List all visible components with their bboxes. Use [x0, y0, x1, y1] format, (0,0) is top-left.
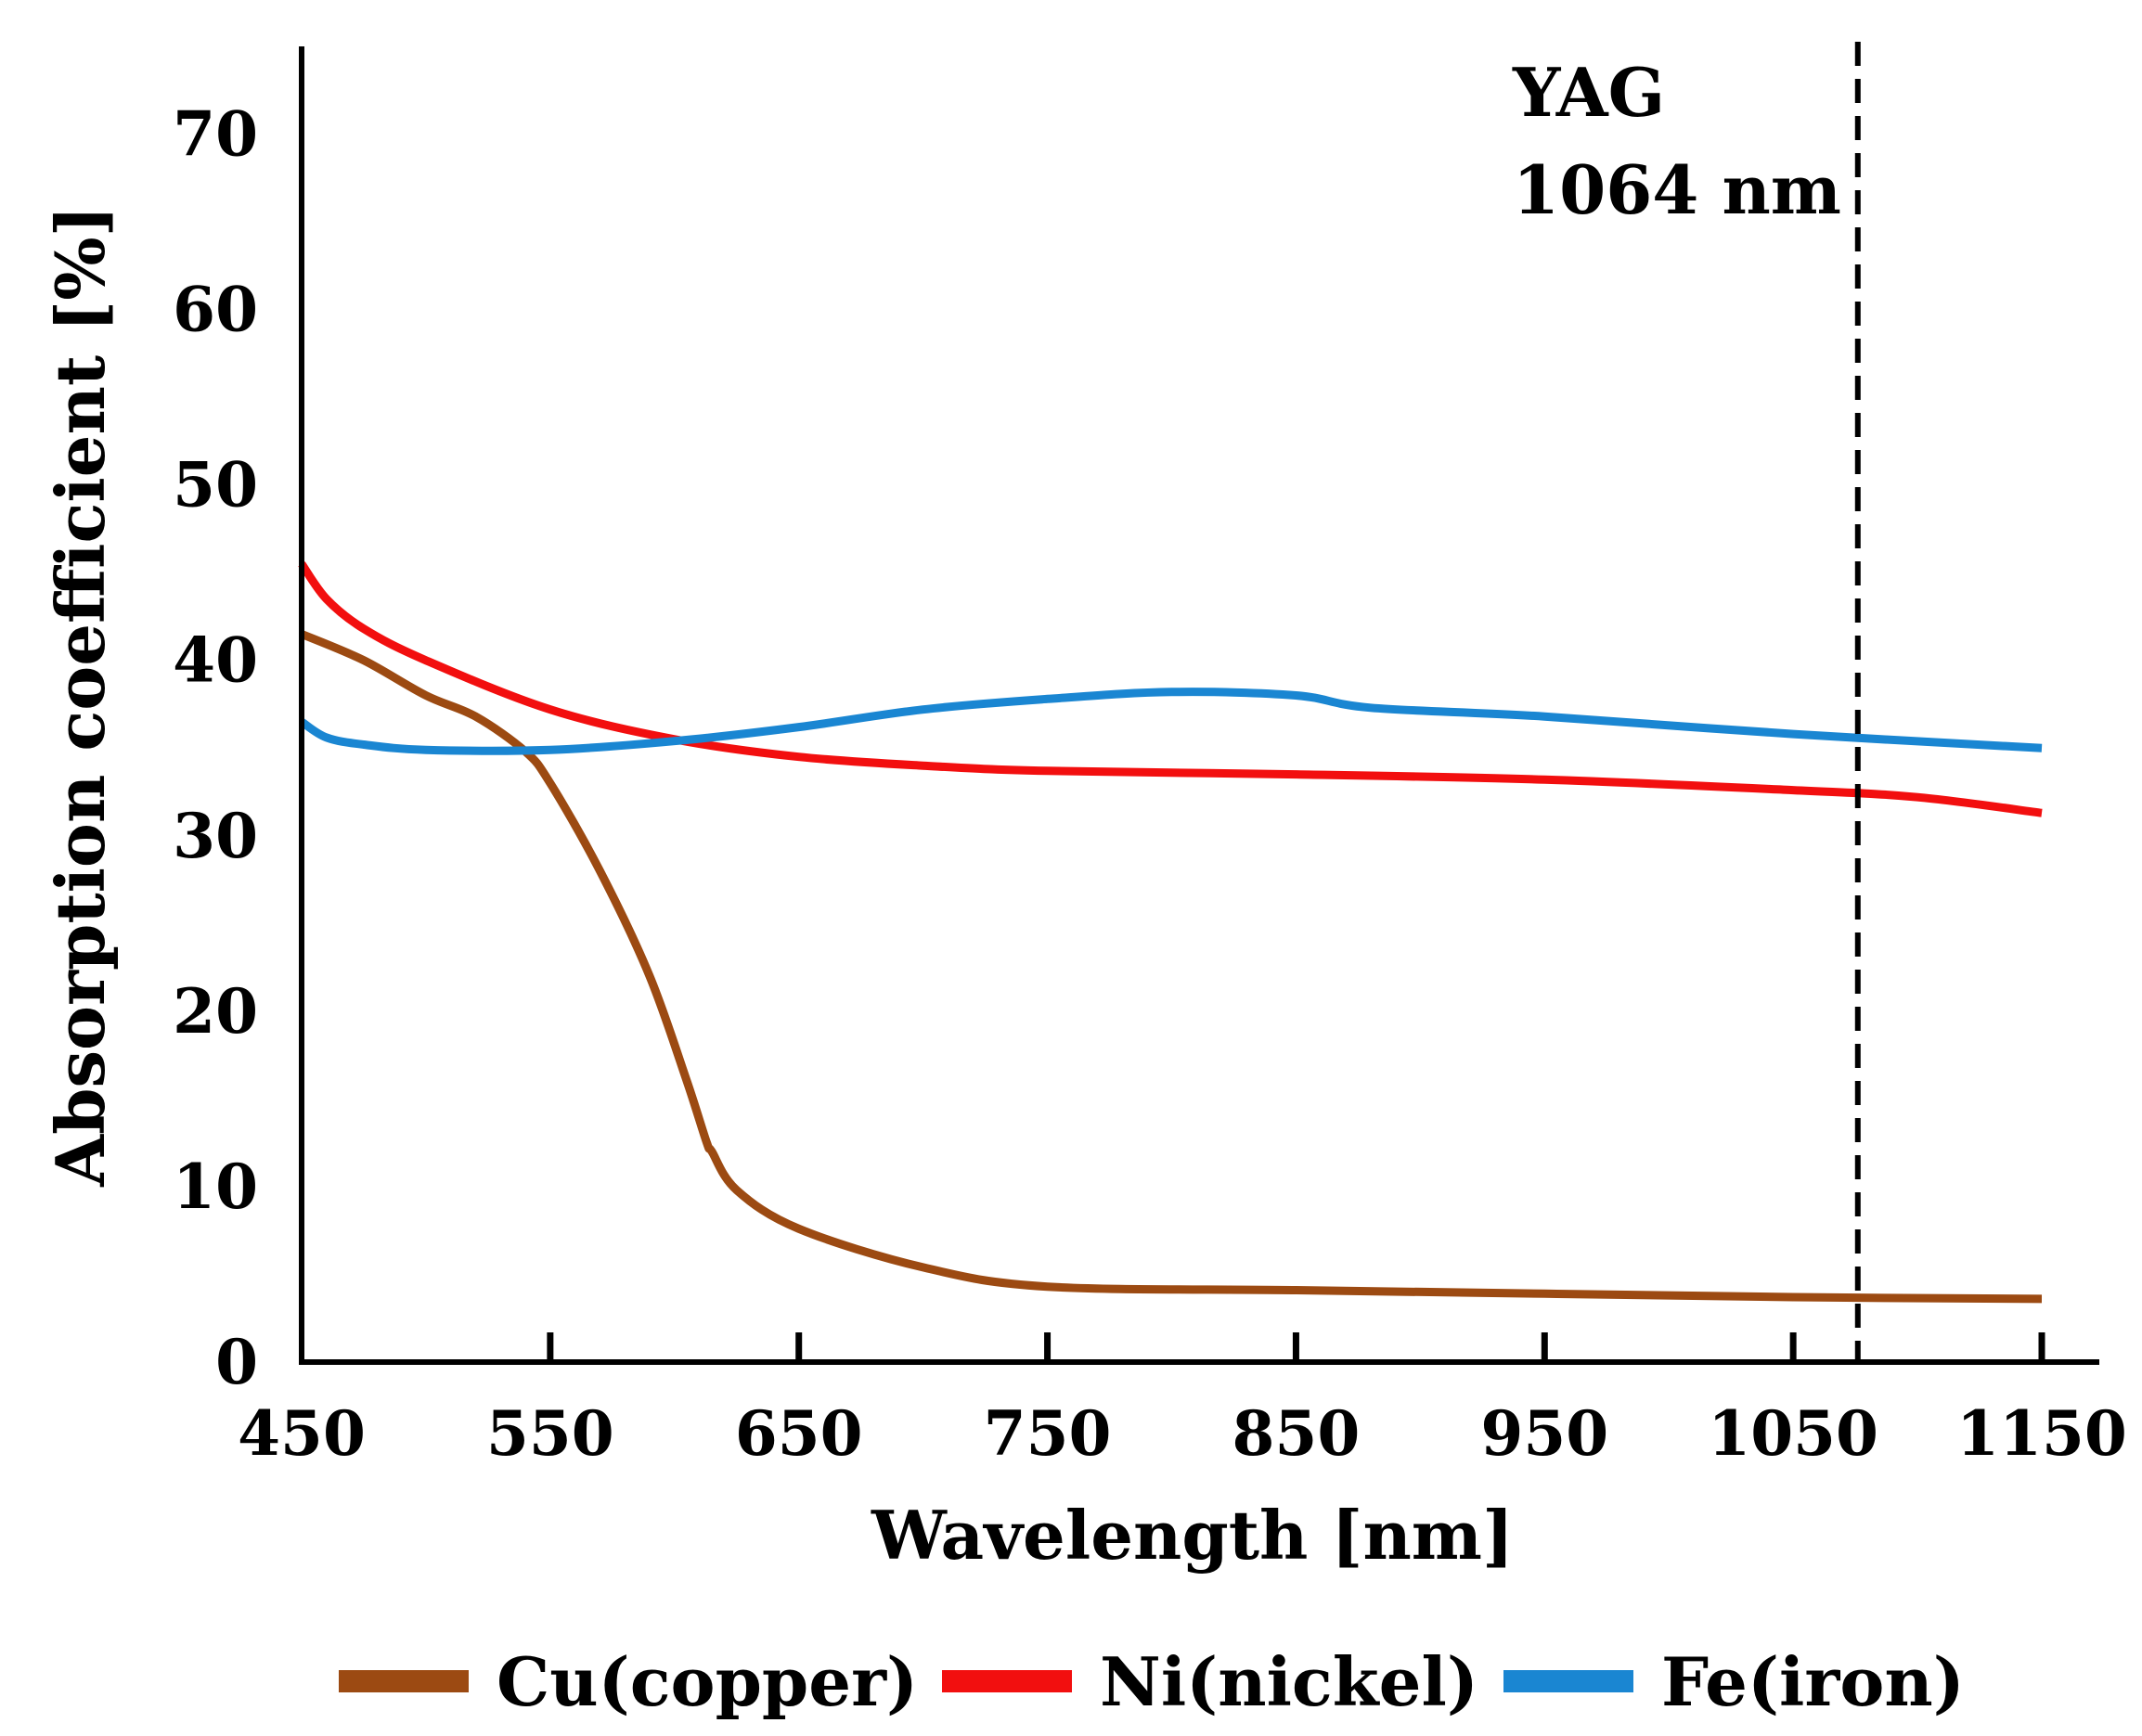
yag-wavelength-label: 1064 nm: [1513, 150, 1841, 229]
x-tick-label: 850: [1232, 1397, 1361, 1470]
legend-label: Fe(iron): [1661, 1642, 1965, 1721]
y-ticks: 0 10 20 30 40 50 60 70: [173, 98, 258, 1398]
x-tick-label: 450: [238, 1397, 366, 1470]
series-line-cu: [300, 630, 2043, 1304]
legend: Cu(copper) Ni(nickel) Fe(iron): [339, 1642, 1965, 1721]
x-tick-label: 1150: [1956, 1397, 2127, 1470]
x-tick-label: 650: [735, 1397, 863, 1470]
x-tick-label: 750: [984, 1397, 1112, 1470]
legend-label: Ni(nickel): [1100, 1642, 1478, 1721]
x-axis-title: Wavelength [nm]: [871, 1496, 1514, 1575]
series-line-ni: [298, 561, 2043, 817]
y-tick-label: 60: [173, 274, 258, 346]
series-layer: [298, 561, 2043, 1304]
legend-swatch: [1503, 1670, 1633, 1692]
y-tick-label: 30: [173, 800, 258, 872]
y-tick-label: 20: [173, 975, 258, 1048]
y-tick-label: 70: [173, 98, 258, 171]
y-tick-label: 40: [173, 624, 258, 697]
x-ticks: 450 550 650 750 850 950 1050 1150: [238, 1332, 2127, 1470]
legend-label: Cu(copper): [497, 1642, 918, 1721]
y-tick-label: 10: [173, 1151, 258, 1223]
series-line-fe: [299, 688, 2043, 755]
x-tick-label: 550: [486, 1397, 614, 1470]
y-tick-label: 50: [173, 449, 258, 521]
legend-swatch: [942, 1670, 1072, 1692]
x-tick-label: 1050: [1708, 1397, 1878, 1470]
x-tick-label: 950: [1480, 1397, 1608, 1470]
yag-label: YAG: [1512, 53, 1665, 132]
y-tick-label: 0: [215, 1326, 258, 1398]
y-axis-title: Absorption coefficient [%]: [41, 205, 120, 1187]
legend-swatch: [339, 1670, 469, 1692]
